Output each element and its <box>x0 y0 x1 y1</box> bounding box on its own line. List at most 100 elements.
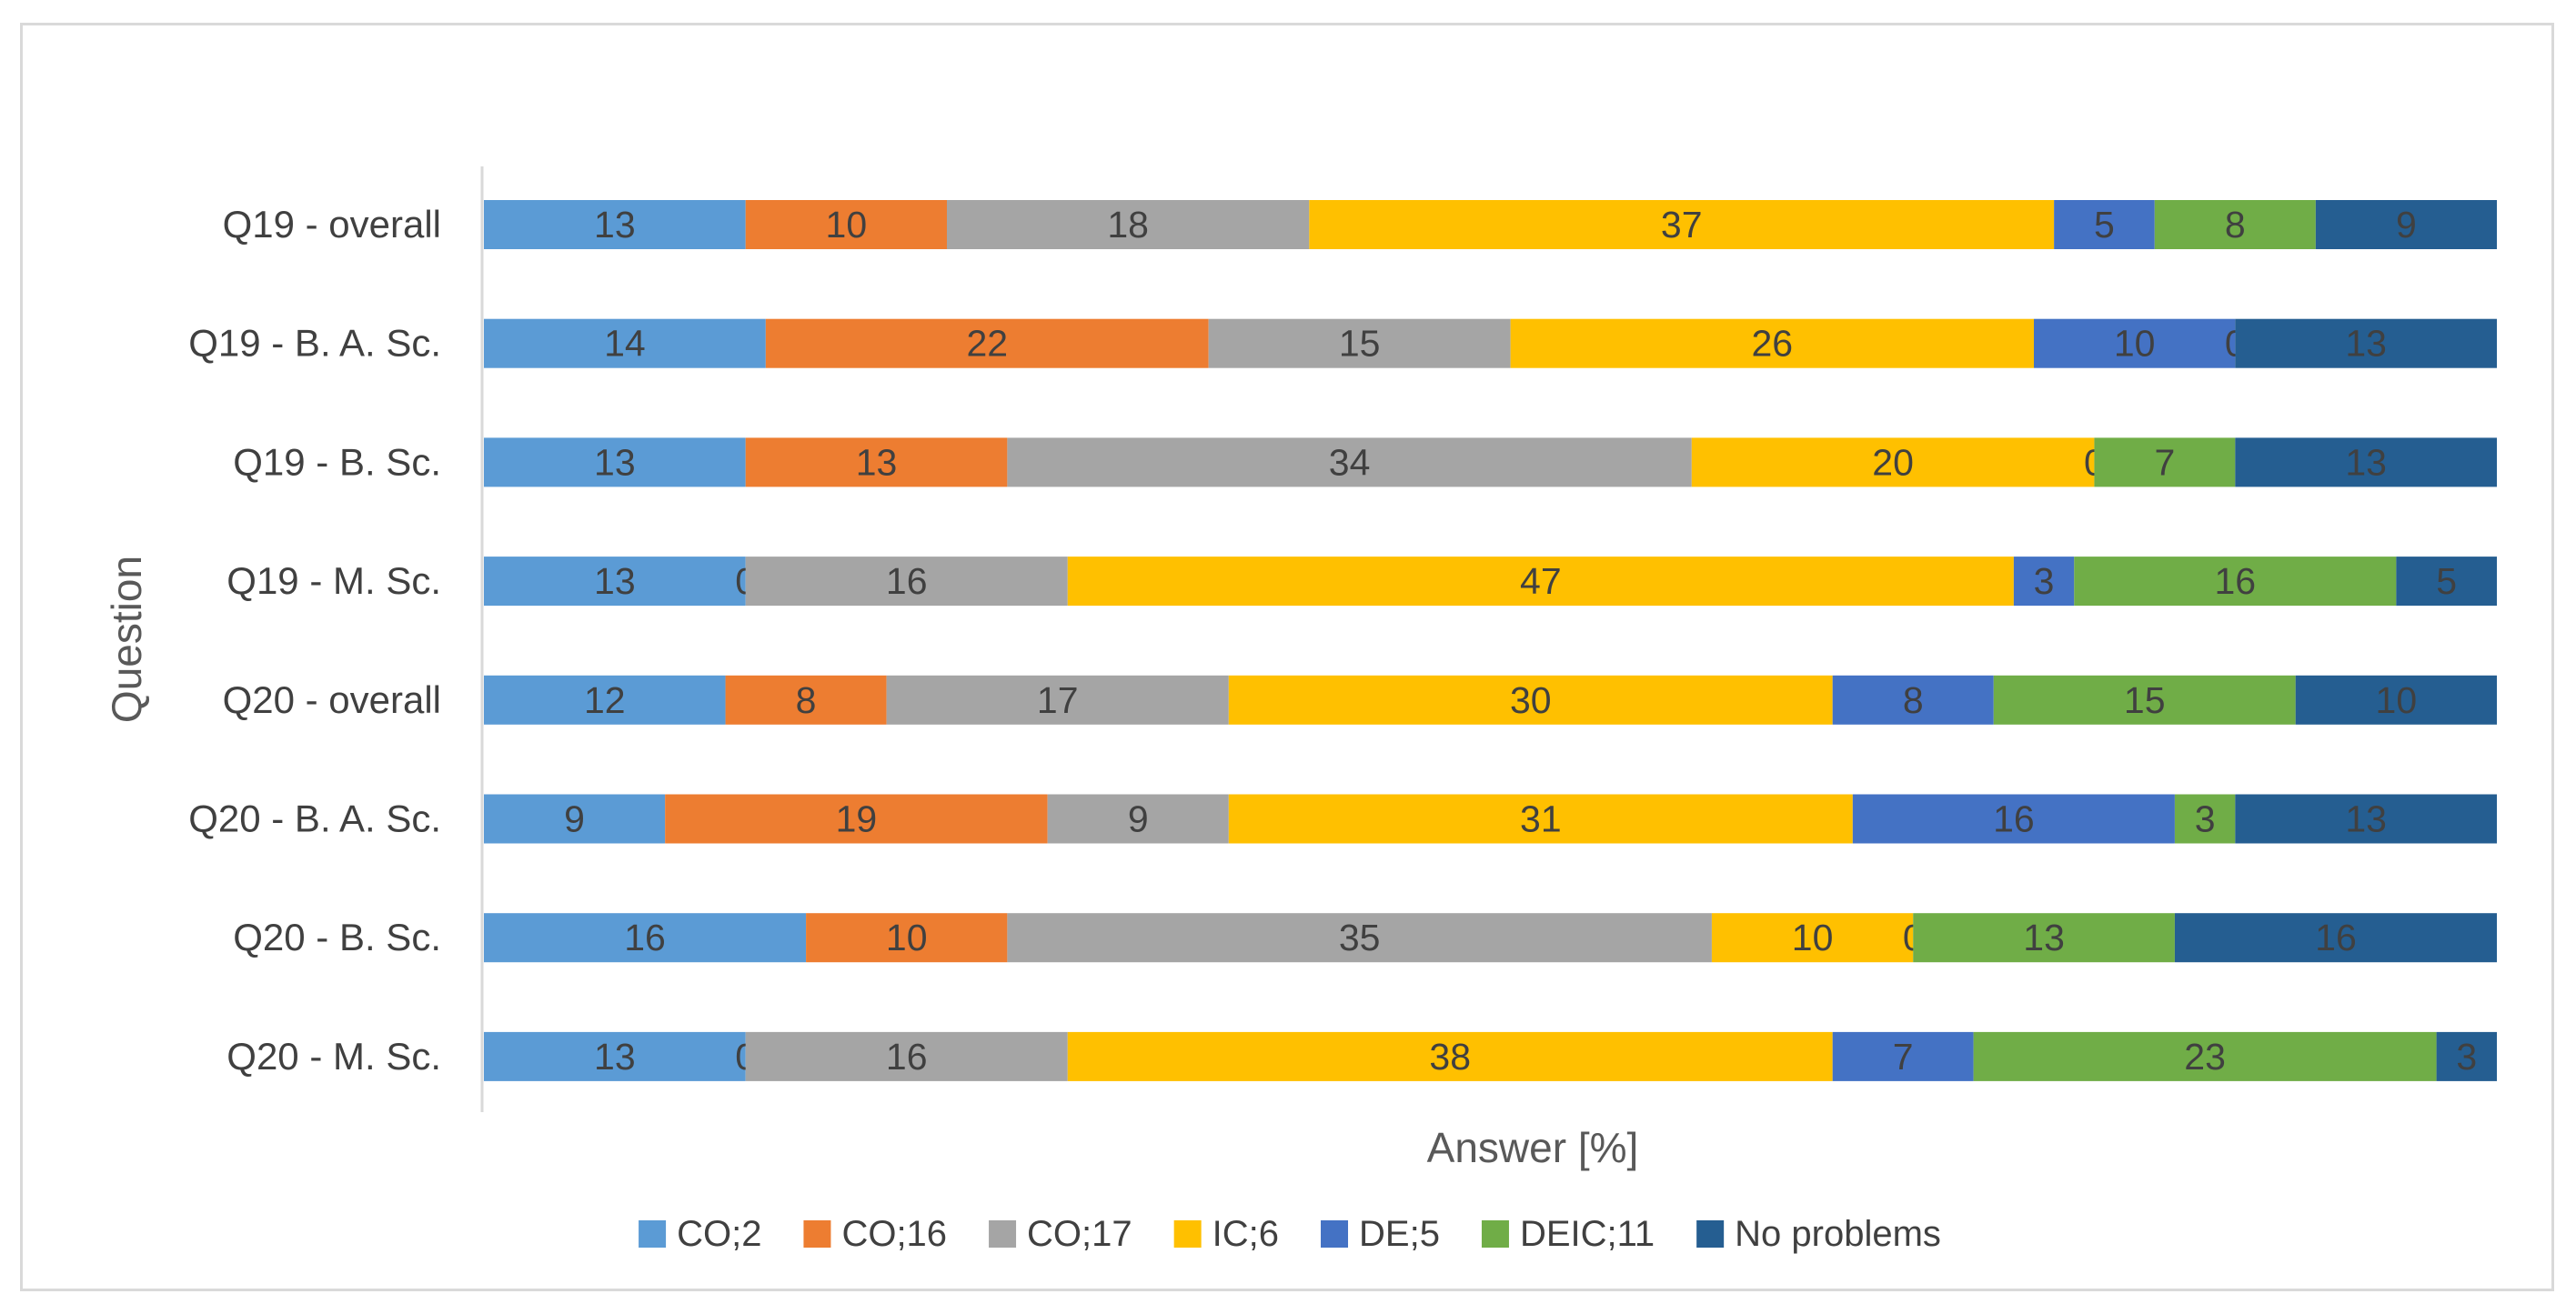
data-label: 10 <box>826 204 868 246</box>
bar-segment <box>765 318 1209 368</box>
data-label: 7 <box>2154 441 2175 483</box>
bar-segment <box>1832 1031 1974 1081</box>
data-label: 30 <box>1510 679 1552 721</box>
bar-segment <box>1309 200 2055 249</box>
bar-segment <box>2174 913 2497 963</box>
legend-swatch <box>803 1220 831 1248</box>
bar-segment <box>1067 557 2014 607</box>
data-label: 3 <box>2034 560 2055 602</box>
data-label: 35 <box>1339 917 1381 958</box>
data-label: 37 <box>1661 204 1703 246</box>
data-label: 17 <box>1037 679 1079 721</box>
data-label: 12 <box>584 679 626 721</box>
data-label: 15 <box>2124 679 2166 721</box>
data-label: 10 <box>2376 679 2418 721</box>
legend-swatch <box>1173 1220 1202 1248</box>
data-label: 16 <box>2215 560 2257 602</box>
data-label: 15 <box>1339 323 1381 365</box>
category-label: Q19 - B. Sc. <box>233 440 441 483</box>
data-label: 26 <box>1752 323 1794 365</box>
bar-segment <box>1832 675 1994 725</box>
bar-segment <box>2235 794 2497 844</box>
legend-entry: IC;6 <box>1213 1214 1279 1254</box>
bar-segment <box>2436 1031 2497 1081</box>
bar-segment <box>484 913 807 963</box>
legend-swatch <box>1696 1220 1725 1248</box>
bar-segment <box>946 200 1310 249</box>
bar-segment <box>2074 557 2397 607</box>
data-label: 20 <box>1872 441 1914 483</box>
data-label: 10 <box>1792 917 1834 958</box>
bar-segment <box>484 437 746 487</box>
y-axis-title: Question <box>103 556 150 723</box>
bar-segment <box>725 675 887 725</box>
bar-segment <box>1993 675 2296 725</box>
bar-segment <box>1208 318 1511 368</box>
data-label: 7 <box>1893 1036 1914 1078</box>
x-axis-title: Answer [%] <box>1427 1124 1639 1171</box>
category-label: Q20 - B. A. Sc. <box>188 797 441 840</box>
legend-swatch <box>989 1220 1017 1248</box>
bar-segment <box>1007 913 1712 963</box>
bar-segment <box>1047 794 1229 844</box>
bar-segment <box>2396 557 2497 607</box>
category-label: Q20 - overall <box>223 678 441 721</box>
legend-entry: CO;16 <box>841 1214 947 1254</box>
bar-segment <box>745 200 947 249</box>
data-label: 31 <box>1520 798 1562 840</box>
data-label: 38 <box>1429 1036 1471 1078</box>
bar-segment <box>1711 913 1914 963</box>
data-label: 8 <box>796 679 817 721</box>
category-label: Q19 - B. A. Sc. <box>188 322 441 365</box>
bar-segment <box>745 1031 1068 1081</box>
data-label: 13 <box>594 204 636 246</box>
data-label: 13 <box>2023 917 2065 958</box>
data-label: 9 <box>1128 798 1149 840</box>
data-label: 16 <box>886 1036 928 1078</box>
bar-segment <box>1228 675 1833 725</box>
bar-segment <box>1973 1031 2437 1081</box>
bars-layer: 1310183758914221526100131313342007131301… <box>484 200 2497 1081</box>
data-label: 10 <box>886 917 928 958</box>
data-label: 34 <box>1329 441 1371 483</box>
data-label: 8 <box>1903 679 1924 721</box>
legend-swatch <box>1321 1220 1349 1248</box>
data-label: 23 <box>2184 1036 2226 1078</box>
data-label: 13 <box>2345 441 2387 483</box>
bar-segment <box>484 675 726 725</box>
data-label: 3 <box>2195 798 2216 840</box>
bar-segment <box>2013 557 2075 607</box>
data-label: 13 <box>2345 798 2387 840</box>
bar-segment <box>745 557 1068 607</box>
legend: CO;2 CO;16 CO;17 IC;6 DE;5 DEIC;11 No problems <box>639 1214 1941 1254</box>
legend-entry: DEIC;11 <box>1520 1214 1655 1254</box>
data-label: 22 <box>966 323 1008 365</box>
bar-segment <box>2054 200 2155 249</box>
data-label: 10 <box>2114 323 2156 365</box>
data-label: 8 <box>2225 204 2246 246</box>
data-label: 13 <box>594 560 636 602</box>
legend-entry: No problems <box>1735 1214 1941 1254</box>
bar-segment <box>886 675 1229 725</box>
bar-segment <box>2295 675 2497 725</box>
data-label: 9 <box>564 798 585 840</box>
data-label: 19 <box>836 798 878 840</box>
data-label: 5 <box>2436 560 2457 602</box>
bar-segment <box>2034 318 2236 368</box>
bar-segment <box>484 557 746 607</box>
data-label: 13 <box>594 441 636 483</box>
bar-segment <box>1913 913 2175 963</box>
legend-entry: CO;2 <box>677 1214 761 1254</box>
bar-segment <box>1510 318 2035 368</box>
category-label: Q20 - B. Sc. <box>233 916 441 958</box>
data-label: 47 <box>1520 560 1562 602</box>
data-label: 14 <box>604 323 646 365</box>
data-label: 13 <box>2345 323 2387 365</box>
data-label: 16 <box>624 917 666 958</box>
category-label: Q20 - M. Sc. <box>226 1035 441 1078</box>
bar-segment <box>2174 794 2236 844</box>
data-label: 13 <box>594 1036 636 1078</box>
bar-segment <box>1228 794 1853 844</box>
data-label: 16 <box>1993 798 2035 840</box>
data-label: 13 <box>856 441 898 483</box>
